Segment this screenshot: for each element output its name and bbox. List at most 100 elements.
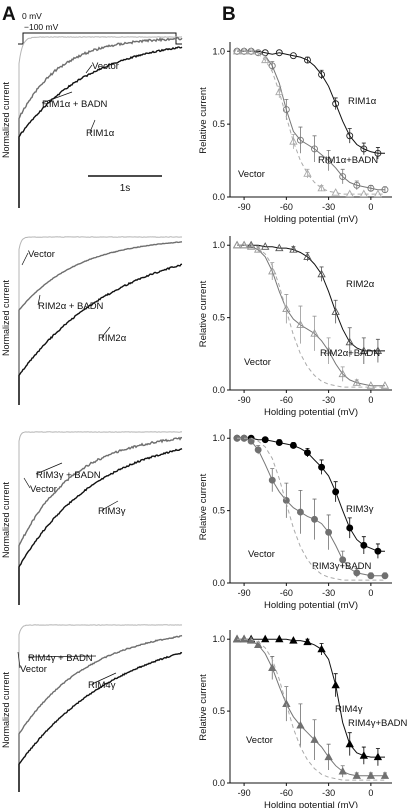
data-point <box>332 488 340 496</box>
current-trace-vector <box>18 431 183 605</box>
data-point <box>232 634 242 643</box>
data-point <box>359 346 368 354</box>
data-point <box>254 446 262 454</box>
data-point <box>289 442 297 449</box>
current-trace-badn <box>18 36 183 208</box>
current-trace-rim <box>18 651 183 792</box>
data-point <box>289 245 298 253</box>
series-label: Vector <box>246 735 273 746</box>
current-trace-rim <box>18 46 183 208</box>
current-trace-badn <box>18 634 183 792</box>
current-trace-vector <box>18 624 183 792</box>
data-point <box>374 547 382 555</box>
trace-panel-2: Normalized current Vector RIM2α + BADN RIM2… <box>1 236 183 405</box>
data-point <box>254 49 262 57</box>
data-point <box>353 181 361 189</box>
error-bar <box>326 149 331 171</box>
error-bar <box>340 168 345 184</box>
data-point <box>324 752 333 761</box>
series-label: Vector <box>244 357 271 368</box>
fit-curve-1 <box>237 50 385 154</box>
current-trace-vector <box>18 236 183 405</box>
trace-label-leader <box>101 326 111 338</box>
y-tick-label: 0.5 <box>212 706 225 716</box>
y-tick-label: 0.0 <box>212 192 225 202</box>
fit-curve-3 <box>237 50 385 195</box>
data-point <box>296 720 305 729</box>
data-point <box>367 184 375 192</box>
error-bar <box>375 338 380 363</box>
data-point <box>346 132 354 140</box>
data-point <box>239 46 249 55</box>
y-tick-label: 0.0 <box>212 778 225 788</box>
data-point <box>310 329 319 337</box>
data-point <box>339 556 347 564</box>
data-point <box>366 771 376 779</box>
fit-curve-3 <box>237 244 385 388</box>
y-tick-label: 1.0 <box>212 433 225 443</box>
trace-label-badn: RIM3γ + BADN <box>36 470 101 481</box>
series-label: RIM4γ+BADN <box>348 718 408 729</box>
y-tick-label: 1.0 <box>212 240 225 250</box>
x-tick-label: -60 <box>280 788 293 798</box>
data-point <box>268 663 277 672</box>
data-point <box>339 173 347 181</box>
trace-label-leader <box>27 655 97 658</box>
error-bar <box>347 128 352 144</box>
x-axis-title: Holding potential (mV) <box>264 214 358 225</box>
series-label: RIM2α+BADN <box>320 348 380 359</box>
data-point <box>373 189 383 198</box>
data-point <box>261 242 270 250</box>
fit-curve-3 <box>237 638 385 781</box>
data-point <box>261 436 269 444</box>
current-trace-badn <box>18 436 183 605</box>
data-point <box>296 508 304 516</box>
series-label: RIM3γ+BADN <box>312 561 372 572</box>
data-point <box>303 637 312 646</box>
trace-ylabel: Normalized current <box>1 279 11 356</box>
inactivation-plots: 0.0 0.5 1.0 -90 -60 -30 0 Holding potential (mV… <box>198 42 408 808</box>
data-point <box>381 186 389 194</box>
trace-label-leader <box>37 294 41 306</box>
error-bar <box>284 294 289 324</box>
trace-ylabel: Normalized current <box>1 81 11 158</box>
x-tick-label: -90 <box>238 788 251 798</box>
data-point <box>303 169 312 177</box>
data-point <box>366 381 376 389</box>
error-bar <box>375 147 380 160</box>
fit-curve-2 <box>237 244 385 387</box>
error-bar <box>298 305 303 344</box>
data-point <box>275 634 284 643</box>
fit-curve-1 <box>237 437 385 552</box>
trace-label-leader <box>23 477 31 489</box>
y-tick-label: 0.0 <box>212 385 225 395</box>
data-point <box>331 188 340 196</box>
protocol-hold-label: −100 mV <box>24 22 59 32</box>
series-label: Vector <box>238 169 265 180</box>
data-point <box>296 136 304 144</box>
data-point <box>324 346 333 354</box>
data-point <box>303 252 312 260</box>
data-point <box>359 189 368 198</box>
trace-label-rim: RIM2α <box>98 333 127 344</box>
y-axis-title: Relative current <box>198 87 209 154</box>
data-point <box>352 378 361 386</box>
error-bar <box>333 97 338 110</box>
data-point <box>325 157 333 165</box>
data-point <box>338 766 347 775</box>
y-axis-title: Relative current <box>198 280 209 347</box>
error-bar <box>291 133 296 149</box>
fit-curve-1 <box>237 244 385 352</box>
x-tick-label: -60 <box>280 395 293 405</box>
x-tick-label: -90 <box>238 202 251 212</box>
x-tick-label: -90 <box>238 588 251 598</box>
fit-curve-2 <box>237 437 385 577</box>
data-point <box>268 476 276 484</box>
data-point <box>373 752 383 761</box>
trace-label-rim: RIM4γ <box>88 680 116 691</box>
data-point <box>289 636 298 644</box>
data-point <box>304 56 311 64</box>
data-point <box>380 771 390 779</box>
